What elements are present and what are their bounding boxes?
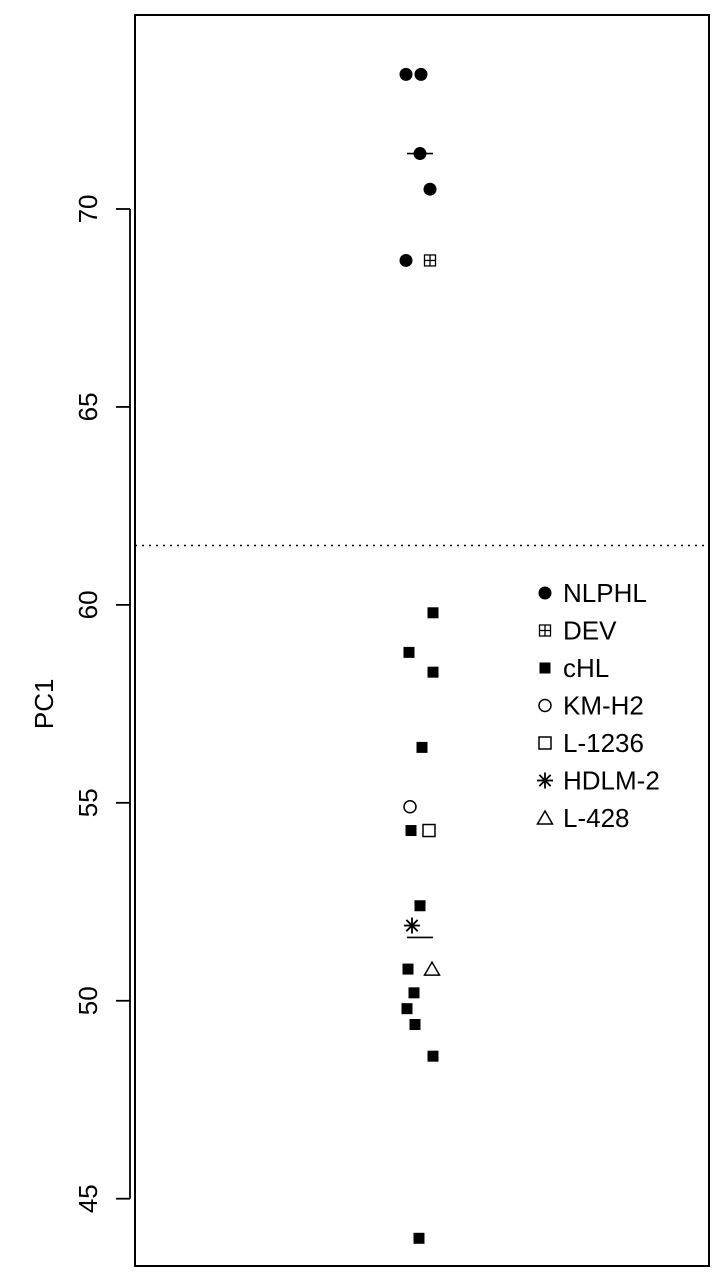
legend-symbol-nlphl <box>538 586 552 600</box>
legend-label-chl: cHL <box>563 653 609 683</box>
point-l-1236-1 <box>422 823 436 838</box>
point-km-h2-1 <box>403 800 417 814</box>
point-nlphl-3 <box>413 147 427 161</box>
point-chl-12 <box>413 1232 425 1244</box>
legend-label-nlphl: NLPHL <box>563 578 647 608</box>
point-chl-8 <box>408 987 420 999</box>
y-tick-label-65: 65 <box>73 392 103 421</box>
legend-symbol-chl <box>539 662 551 674</box>
legend-label-l-428: L-428 <box>563 803 630 833</box>
legend-symbol-hdlm-2 <box>537 772 553 789</box>
point-chl-4 <box>416 741 428 753</box>
point-dev-1 <box>423 254 437 267</box>
legend: NLPHL DEV cHL KM-H2 L-1236 HDLM-2 L-428 <box>536 578 660 833</box>
point-nlphl-1 <box>399 67 413 81</box>
point-nlphl-4 <box>423 182 437 196</box>
point-chl-7 <box>402 963 414 975</box>
legend-label-l-1236: L-1236 <box>563 728 644 758</box>
point-chl-10 <box>409 1019 421 1031</box>
y-tick-label-45: 45 <box>73 1184 103 1213</box>
point-chl-3 <box>427 666 439 678</box>
y-tick-label-70: 70 <box>73 195 103 224</box>
point-chl-5 <box>405 825 417 837</box>
y-axis-title: PC1 <box>29 679 59 730</box>
point-l-428-1 <box>423 960 441 976</box>
legend-symbol-l-1236 <box>538 736 552 750</box>
y-tick-label-60: 60 <box>73 590 103 619</box>
legend-symbol-km-h2 <box>538 698 552 713</box>
point-chl-1 <box>427 607 439 619</box>
point-chl-11 <box>427 1050 439 1062</box>
point-hdlm-2-1 <box>404 917 420 934</box>
legend-symbol-dev <box>538 624 552 637</box>
y-axis: 45 50 55 60 65 70 <box>73 195 131 1213</box>
point-nlphl-2 <box>414 67 428 81</box>
legend-label-dev: DEV <box>563 616 617 646</box>
y-tick-label-55: 55 <box>73 788 103 817</box>
point-chl-2 <box>403 646 415 658</box>
y-tick-label-50: 50 <box>73 986 103 1015</box>
data-points <box>399 67 441 1244</box>
point-nlphl-5 <box>399 253 413 267</box>
legend-symbol-l-428 <box>536 809 554 825</box>
plot-frame <box>134 14 710 1267</box>
point-chl-9 <box>401 1003 413 1015</box>
legend-label-km-h2: KM-H2 <box>563 691 644 721</box>
point-chl-6 <box>414 900 426 912</box>
legend-label-hdlm-2: HDLM-2 <box>563 766 660 796</box>
